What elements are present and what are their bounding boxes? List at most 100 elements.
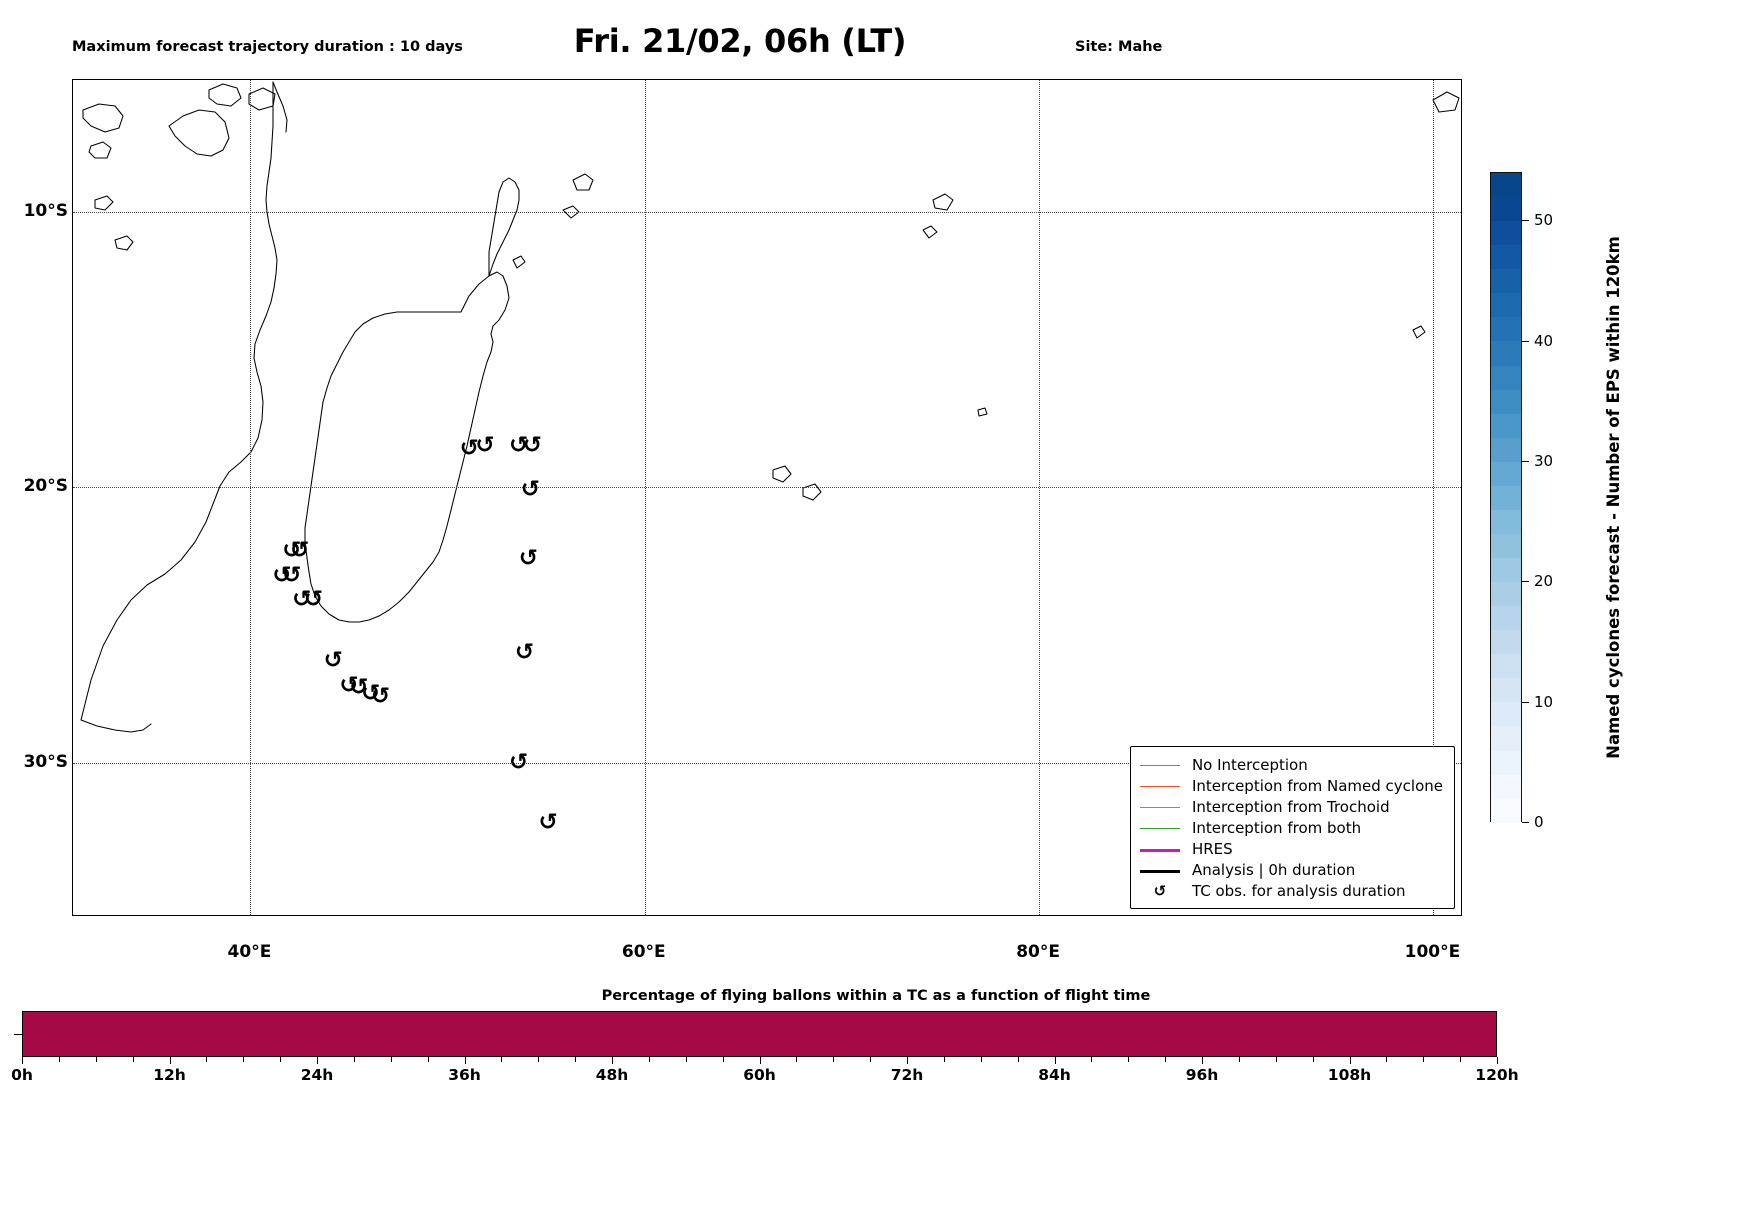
colorbar-band — [1491, 365, 1521, 390]
timeline-minor-tick — [1460, 1057, 1462, 1062]
page-title: Fri. 21/02, 06h (LT) — [573, 22, 907, 60]
colorbar-tick — [1522, 460, 1529, 462]
legend-line-swatch — [1139, 821, 1180, 835]
colorbar-band — [1491, 485, 1521, 510]
timeline-tick-label-4: 48h — [595, 1066, 629, 1084]
header-site: Site: Mahe — [1075, 39, 1163, 56]
map-ytick-label-2: 30°S — [23, 751, 68, 772]
colorbar-tick — [1522, 340, 1529, 342]
legend-label: Interception from both — [1191, 818, 1362, 837]
colorbar-title-text: Named cyclones forecast - Number of EPS … — [1603, 235, 1623, 759]
colorbar-band — [1491, 582, 1521, 607]
coastline-layer — [80, 81, 1460, 875]
timeline-major-tick — [1349, 1057, 1351, 1064]
tc-observation-icon: ↺ — [518, 545, 539, 572]
timeline-major-tick — [317, 1057, 318, 1064]
tc-observation-icon: ↺ — [514, 639, 535, 666]
colorbar-band — [1491, 533, 1521, 558]
legend-row-1[interactable]: Interception from Named cyclone — [1139, 775, 1443, 796]
legend-line-swatch — [1139, 842, 1180, 856]
legend-row-6[interactable]: ↺ TC obs. for analysis duration — [1140, 880, 1443, 901]
tc-observation-icon: ↺ — [522, 432, 543, 459]
timeline-tick-label-9: 108h — [1327, 1066, 1372, 1084]
tc-observation-icon: ↺ — [339, 672, 359, 699]
map-xtick-label-3: 100°E — [1404, 942, 1461, 962]
timeline-minor-tick — [685, 1057, 687, 1062]
timeline-tick-label-6: 72h — [890, 1066, 924, 1084]
timeline-major-tick — [22, 1057, 23, 1064]
timeline-major-tick — [612, 1057, 613, 1064]
tc-observation-icon: ↺ — [508, 749, 529, 776]
colorbar-band — [1491, 413, 1521, 438]
tc-observation-icon: ↺ — [349, 674, 369, 701]
timeline-minor-tick — [280, 1057, 282, 1062]
timeline-minor-tick — [1128, 1057, 1130, 1062]
timeline-minor-tick — [648, 1057, 650, 1062]
timeline-major-tick — [759, 1057, 761, 1064]
timeline-minor-tick — [1386, 1057, 1388, 1062]
colorbar-band — [1491, 437, 1521, 462]
timeline-major-tick — [1054, 1057, 1056, 1064]
timeline-tick-label-2: 24h — [300, 1066, 334, 1084]
colorbar-band — [1491, 630, 1521, 655]
tc-observation-icon: ↺ — [282, 537, 302, 564]
colorbar-band — [1491, 245, 1521, 270]
colorbar-band — [1491, 774, 1521, 799]
timeline-minor-tick — [1017, 1057, 1019, 1062]
timeline-minor-tick — [132, 1057, 134, 1062]
legend-line-swatch — [1139, 758, 1180, 772]
colorbar-tick-label-5: 50 — [1534, 211, 1554, 230]
timeline-major-tick — [464, 1057, 466, 1064]
map-ytick-label-0: 10°S — [23, 201, 68, 222]
legend-row-3[interactable]: Interception from both — [1139, 817, 1443, 838]
tc-observation-icon: ↺ — [370, 683, 391, 710]
timeline-minor-tick — [833, 1057, 835, 1062]
tc-observation-icon: ↺ — [508, 432, 529, 459]
map-legend[interactable]: No Interception Interception from Named c… — [1129, 746, 1455, 909]
header-left-line-1: Maximum forecast trajectory duration : 1… — [72, 39, 463, 56]
timeline-minor-tick — [427, 1057, 429, 1062]
forecast-map[interactable]: ↺ ↺ ↺ ↺ ↺ ↺ ↺ ↺ ↺ ↺ ↺ ↺ ↺ ↺ ↺ ↺ ↺ ↺ ↺ ↺ No Interception Inte… — [72, 79, 1462, 916]
colorbar[interactable]: 0 10 20 30 40 50 — [1490, 172, 1553, 831]
legend-line-swatch — [1139, 800, 1180, 814]
timeline-minor-tick — [1238, 1057, 1240, 1062]
map-gridline-lon — [1433, 80, 1435, 915]
timeline-minor-tick — [538, 1057, 540, 1062]
legend-row-2[interactable]: Interception from Trochoid — [1139, 796, 1443, 817]
legend-row-0[interactable]: No Interception — [1139, 754, 1443, 775]
timeline-minor-tick — [870, 1057, 872, 1062]
timeline-tick-label-5: 60h — [743, 1066, 776, 1084]
timeline-minor-tick — [980, 1057, 982, 1062]
map-gridline-lat — [73, 212, 1461, 214]
legend-row-5[interactable]: Analysis | 0h duration — [1139, 859, 1443, 880]
timeline-minor-tick — [1091, 1057, 1093, 1062]
timeline-major-tick — [907, 1057, 908, 1064]
tc-observation-icon: ↺ — [303, 586, 324, 613]
timeline-minor-tick — [206, 1057, 208, 1062]
tc-observation-icon: ↺ — [272, 562, 292, 589]
colorbar-band — [1491, 678, 1521, 703]
colorbar-band — [1491, 221, 1521, 246]
map-ytick-label-1: 20°S — [23, 476, 68, 497]
tc-observation-icon: ↺ — [361, 680, 381, 707]
legend-line-swatch — [1139, 863, 1180, 877]
timeline-minor-tick — [390, 1057, 392, 1062]
colorbar-gradient — [1490, 172, 1522, 823]
timeline-axes[interactable] — [22, 1011, 1497, 1057]
colorbar-band — [1491, 293, 1521, 318]
timeline-minor-tick — [575, 1057, 577, 1062]
timeline-major-tick — [1202, 1057, 1203, 1064]
timeline-tick-label-8: 96h — [1185, 1066, 1219, 1084]
colorbar-band — [1491, 606, 1521, 631]
legend-row-4[interactable]: HRES — [1139, 838, 1443, 859]
colorbar-band — [1491, 509, 1521, 534]
tc-observation-icon: ↺ — [282, 562, 302, 589]
colorbar-tick-label-0: 0 — [1534, 813, 1544, 831]
colorbar-band — [1491, 702, 1521, 727]
timeline-minor-tick — [943, 1057, 945, 1062]
tc-observation-icon: ↺ — [538, 809, 558, 836]
colorbar-band — [1491, 558, 1521, 583]
colorbar-band — [1491, 389, 1521, 414]
colorbar-tick-label-4: 40 — [1534, 331, 1554, 350]
colorbar-tick-label-2: 20 — [1534, 572, 1554, 591]
